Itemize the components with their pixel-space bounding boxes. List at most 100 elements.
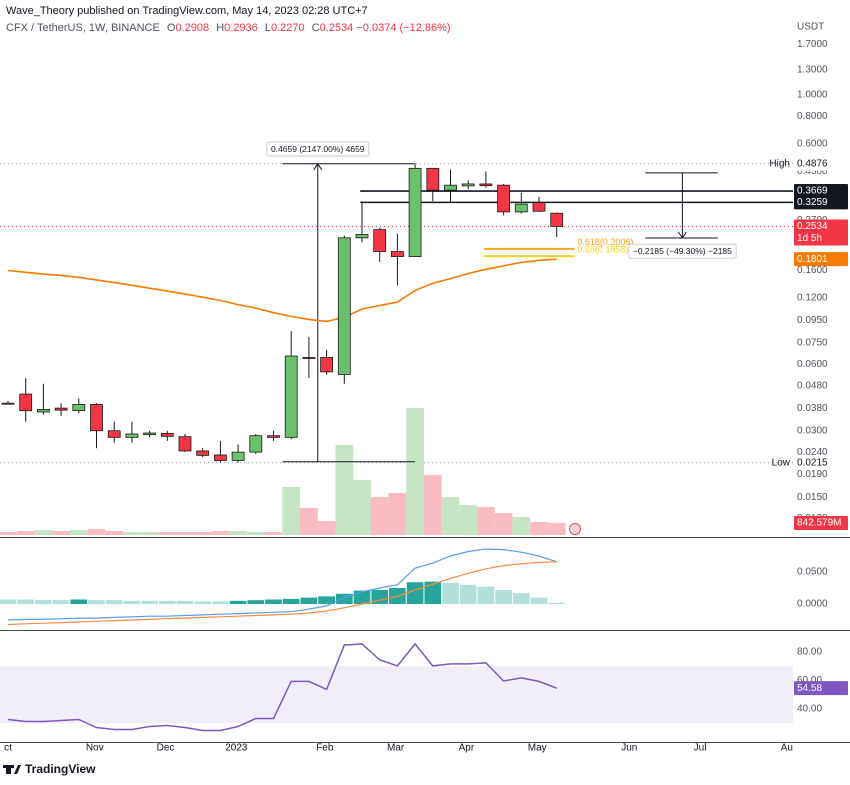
ohlc-value: 0.2270 [270,22,305,34]
volume-bar [229,531,247,535]
y-tick-label: 0.0950 [797,315,828,326]
volume-bar [512,516,531,535]
volume-bar [87,529,106,535]
macd-histogram-bar [158,600,176,605]
macd-histogram-bar [512,593,530,605]
x-tick-label: Feb [316,743,334,754]
volume-bar [282,486,301,535]
front-layer: 0.618(0.2006)0.65(0.1858) 0.4659 (2147.00… [1,141,793,732]
symbol-line: CFX / TetherUS, 1W, BINANCE O0.2908 H0.2… [6,20,451,37]
volume-bar [211,531,230,535]
level-label: 0.3669 [797,186,828,197]
y-tick-label: 1.3000 [797,65,828,76]
y-tick-label: 40.00 [797,704,822,715]
volume-bar [353,479,371,535]
macd-histogram-bar [52,600,70,605]
ohlc-value: 0.2908 [175,22,210,34]
macd-histogram-bar [424,581,442,605]
last-price-box [794,219,848,246]
volume-bar [300,507,318,535]
volume-bar [193,532,212,535]
candle-body [514,203,528,213]
volume-bar [335,444,354,535]
y-tick-label: 60.00 [797,675,822,686]
macd-histogram-bar [335,593,353,605]
candle-body [479,183,493,187]
volume-bar [317,521,336,535]
macd-histogram-bar [318,596,335,605]
last-price-extra: 1d 5h [797,233,822,244]
macd-histogram-bar [300,597,318,605]
candle-body [408,167,422,257]
volume-bar [530,522,548,535]
candle-body [550,212,564,227]
high-name: High [769,158,790,169]
low-name: Low [772,457,791,468]
y-tick-label: 0.0600 [797,359,828,370]
x-tick-label: May [528,743,547,754]
y-tick-label: 1.0000 [797,90,828,101]
candle-body [231,451,245,461]
rsi-line [7,642,557,732]
y-tick-label: 0.0480 [797,380,828,391]
measure-label-box [266,141,370,157]
ema-value: 0.1801 [797,254,828,265]
volume-bar [0,532,17,535]
x-tick-label: 2023 [225,743,248,754]
ohlc-key: H [216,22,225,34]
ohlc-key: L [264,22,271,34]
volume-bar [34,530,53,535]
candle-body [320,357,334,373]
candle-body [125,433,139,438]
macd-histogram-bar [442,582,459,605]
candle-body [302,357,316,359]
level-label: 0.3259 [797,197,828,208]
footer-brand: TradingView [25,762,96,776]
volume-bar [441,496,460,535]
macd-histogram-bar [406,582,424,605]
y-tick-label: 0.6000 [797,139,828,150]
candle-body [391,251,404,257]
y-tick-label: 0.0240 [797,447,828,458]
publisher: Wave_Theory published on TradingView.com… [6,5,368,17]
volume-value-box [794,515,848,530]
volume-bar [69,530,88,535]
volume-bar [370,496,389,535]
macd-histogram-bar [495,589,512,605]
y-tick-label: 0.0300 [797,425,828,436]
candle-body [1,402,15,405]
volume-bar [477,506,495,535]
macd-histogram-bar [176,600,194,605]
volume-bar [123,532,141,535]
volume-bar [406,407,424,535]
candle-body [196,450,210,456]
signal-line [7,561,557,626]
price-unit: USDT [797,22,824,33]
event-icon [569,523,581,535]
macd-histogram-bar [247,600,265,605]
x-tick-label: Nov [86,743,104,754]
measure-label-box [628,243,737,259]
ohlc-value: 0.2936 [224,22,258,34]
volume-bar [547,522,566,535]
fib-label: 0.618(0.2006) [577,237,633,247]
macd-line [7,548,557,621]
macd-histogram-bar [194,601,212,605]
y-tick-label: 0.1200 [797,293,828,304]
x-tick-label: Au [781,743,793,754]
volume-bar [423,474,442,535]
macd-histogram-bar [123,600,141,605]
logo-part [14,765,21,774]
volume-bar [105,531,124,535]
candle-body [444,184,457,191]
ohlc-key: O [166,22,176,34]
change-percent: (−12.86%) [399,22,451,34]
y-tick-label: 1.7000 [797,39,828,50]
y-tick-label: 0.1600 [797,265,828,276]
rsi-value: 54.58 [797,683,822,694]
x-tick-label: Apr [459,743,475,754]
macd-histogram-bar [548,602,566,605]
candle-body [214,454,227,461]
macd-histogram-bar [141,600,158,605]
y-tick-label: 0.0000 [797,599,828,610]
